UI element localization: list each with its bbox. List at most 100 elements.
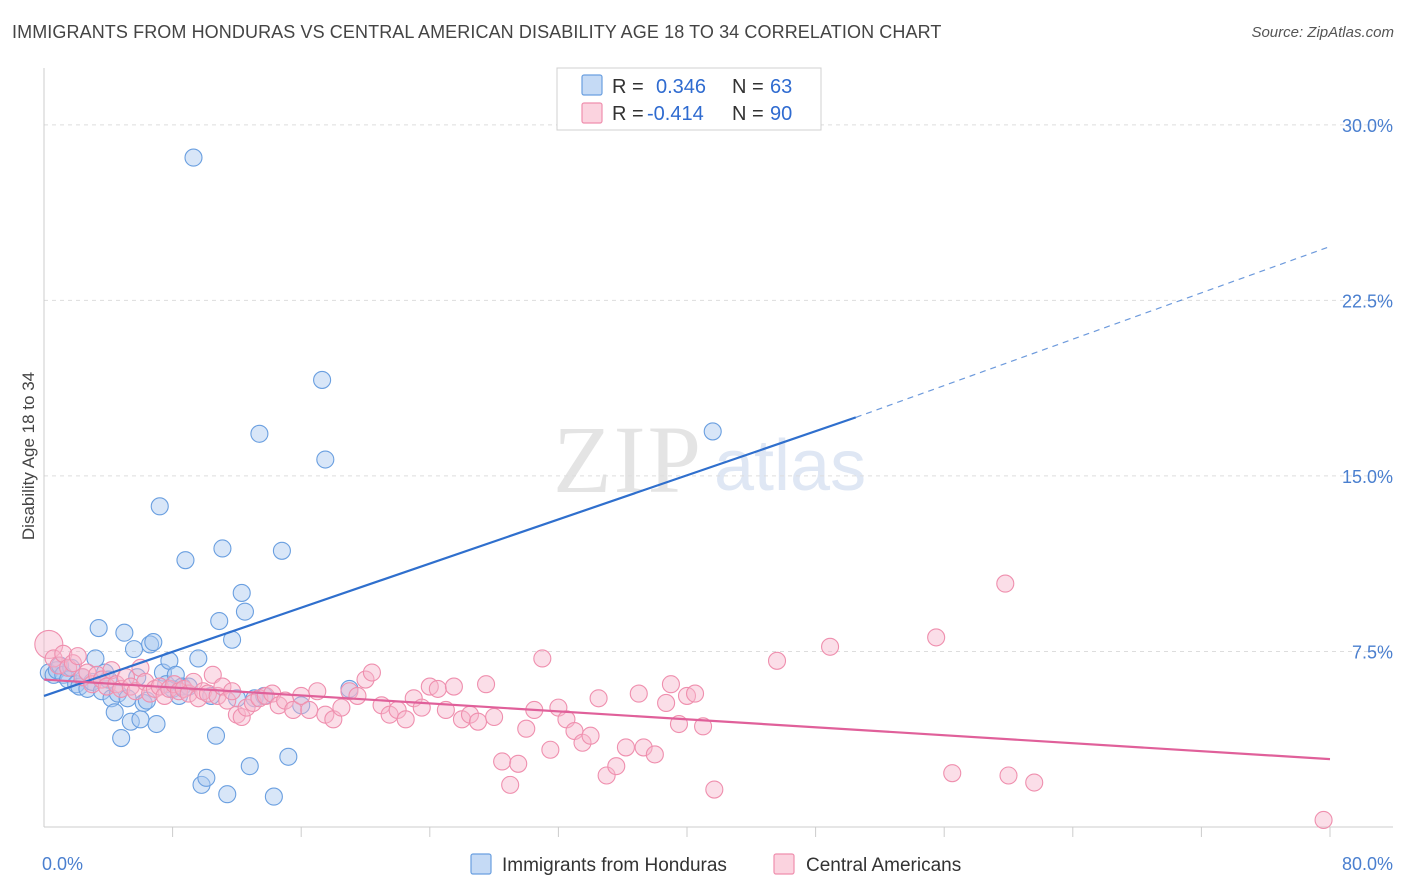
series-legend-label-central-americans: Central Americans [806,855,961,876]
honduras-point-40 [176,551,195,570]
central-americans-point-37 [218,691,237,710]
honduras-point-18 [105,703,124,722]
honduras-point-48 [210,611,229,631]
central-americans-point-86 [589,689,608,708]
legend-n-value-1: 63 [770,76,792,98]
watermark-zip: ZIP [553,406,703,513]
x-tick-max: 80.0% [1342,854,1393,874]
correlation-legend: R = 0.346 N = 63 R = -0.414 N = 90 [556,67,822,131]
honduras-point-13 [89,618,108,638]
honduras-point-49 [213,539,232,558]
trend-lines [43,245,1331,761]
honduras-point-26 [131,710,150,729]
x-tick-min: 0.0% [42,854,83,874]
honduras-point-20 [112,729,131,748]
central-americans-point-102 [927,628,946,647]
honduras-point-55 [240,757,259,776]
central-americans-point-39 [227,705,246,724]
honduras-point-66 [703,422,722,441]
central-americans-point-30 [184,672,203,691]
central-americans-point-32 [194,682,213,701]
central-americans-point-58 [362,663,381,682]
series-legend: Immigrants from Honduras Central America… [470,853,961,876]
honduras-point-29 [141,635,160,654]
central-americans-point-88 [607,757,626,776]
central-americans-point-104 [996,574,1015,593]
central-americans-point-79 [533,649,552,668]
source-credit: Source: ZipAtlas.com [1251,24,1394,41]
legend-n-label-2: N = [732,103,764,125]
honduras-point-57 [250,424,269,443]
central-americans-point-103 [943,764,962,783]
central-americans-point-68 [444,677,463,696]
y-tick-label-0: 30.0% [1342,116,1393,136]
honduras-point-24 [124,640,144,659]
watermark-atlas: atlas [714,426,866,506]
central-americans-point-40 [232,707,251,727]
central-americans-point-66 [428,679,447,698]
honduras-point-61 [279,747,298,766]
legend-r-value-1: 0.346 [656,76,706,98]
y-axis-label: Disability Age 18 to 34 [19,372,38,540]
central-americans-point-41 [237,698,256,717]
central-americans-point-22 [145,679,164,698]
axes [43,68,1393,837]
central-americans-point-6 [68,647,87,666]
honduras-point-47 [206,726,226,745]
legend-swatch-honduras [581,74,603,96]
central-americans-point-91 [634,738,653,757]
central-americans-point-75 [501,775,520,794]
honduras-point-17 [102,689,121,708]
central-americans-point-87 [597,766,616,785]
central-americans-point-0 [34,629,64,659]
central-americans-point-93 [657,693,676,712]
central-americans-point-92 [645,745,664,764]
series-legend-swatch-central-americans [773,853,795,875]
central-americans-point-46 [269,696,288,715]
honduras-trend-extension [855,245,1331,418]
central-americans-point-71 [468,712,488,731]
central-americans-point-98 [694,717,713,736]
legend-n-label-1: N = [732,76,764,98]
watermark: ZIP atlas [553,406,866,513]
central-americans-point-101 [821,637,840,656]
central-americans-point-57 [356,670,375,689]
central-americans-point-54 [332,698,351,717]
central-americans-point-72 [477,675,496,694]
legend-r-label-1: R = [612,76,644,98]
central-americans-point-85 [581,726,600,745]
central-americans-trend-line [43,678,1331,761]
legend-swatch-central-americans [581,102,603,124]
central-americans-point-105 [999,766,1018,785]
honduras-point-60 [272,541,291,560]
honduras-point-59 [264,787,283,806]
honduras-point-50 [218,785,237,804]
honduras-point-63 [313,370,332,389]
central-americans-point-74 [493,752,512,771]
series-legend-label-honduras: Immigrants from Honduras [502,855,727,876]
legend-r-label-2: R = [612,103,644,125]
honduras-point-54 [235,602,254,621]
central-americans-point-62 [396,710,415,729]
honduras-trend-line [43,416,857,697]
legend-n-value-2: 90 [770,103,792,125]
honduras-point-32 [150,497,169,516]
chart-title: IMMIGRANTS FROM HONDURAS VS CENTRAL AMER… [12,22,942,42]
central-americans-point-18 [126,682,145,701]
honduras-point-45 [197,768,216,787]
y-tick-label-2: 15.0% [1342,467,1393,487]
central-americans-point-3 [54,644,73,663]
honduras-point-53 [232,583,251,602]
honduras-point-64 [316,450,335,469]
honduras-point-21 [115,623,134,642]
honduras-point-42 [184,148,203,167]
central-americans-point-50 [300,700,319,720]
central-americans-point-73 [485,707,504,727]
y-tick-labels: 30.0% 22.5% 15.0% 7.5% [1342,116,1393,663]
central-americans-point-48 [284,700,303,720]
honduras-point-31 [147,714,166,734]
central-americans-point-76 [509,754,528,773]
y-tick-label-3: 7.5% [1352,642,1393,662]
central-americans-point-56 [348,686,367,705]
